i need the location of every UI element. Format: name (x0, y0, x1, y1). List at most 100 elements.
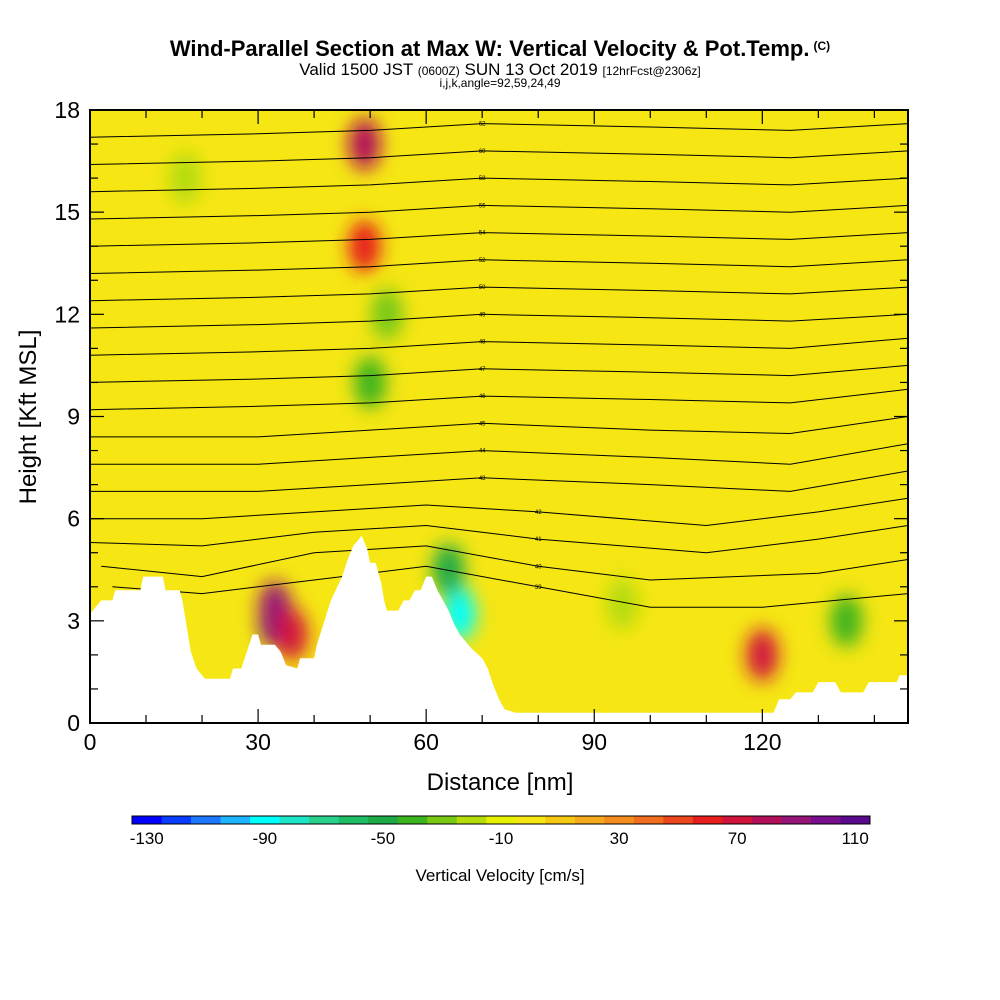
isentrope-line (90, 337, 908, 356)
colorbar-swatch (840, 816, 871, 824)
velocity-cell (348, 220, 381, 273)
colorbar-tick-label: -10 (489, 829, 514, 848)
isentrope-line (90, 177, 908, 193)
isentrope-label: 40 (535, 564, 542, 570)
y-tick-label: 0 (67, 710, 80, 736)
colorbar-swatch (250, 816, 281, 824)
colorbar-swatch (574, 816, 605, 824)
isentrope-label: 56 (479, 203, 486, 209)
isentrope-line (90, 286, 908, 302)
velocity-cell (370, 288, 403, 341)
colorbar-swatch (161, 816, 192, 824)
isentrope-line (90, 388, 908, 411)
x-tick-label: 60 (413, 729, 439, 755)
colorbar-tick-label: 110 (842, 829, 869, 848)
colorbar-swatch (722, 816, 753, 824)
copyright-mark: (C) (813, 39, 831, 53)
forecast-info: [12hrFcst@2306z] (602, 64, 701, 78)
chart-title-main: Wind-Parallel Section at Max W: Vertical… (169, 36, 810, 61)
isentrope-line (90, 497, 908, 527)
y-tick-label: 9 (67, 404, 80, 430)
isentrope-label: 42 (535, 510, 542, 516)
colorbar-label: Vertical Velocity [cm/s] (415, 866, 584, 885)
colorbar-tick-label: -90 (253, 829, 278, 848)
y-tick-label: 6 (67, 506, 80, 532)
velocity-cell (354, 356, 387, 409)
isentrope-label: 49 (479, 312, 486, 318)
velocity-field-background (90, 110, 908, 723)
colorbar-swatch (810, 816, 841, 824)
x-tick-label: 120 (743, 729, 781, 755)
colorbar-swatch (545, 816, 576, 824)
colorbar-swatch (397, 816, 428, 824)
colorbar-swatch (751, 816, 782, 824)
colorbar-swatch (368, 816, 399, 824)
colorbar-tick-label: 30 (610, 829, 629, 848)
colorbar-swatch (279, 816, 310, 824)
isentrope-line (90, 364, 908, 383)
y-axis-label: Height [Kft MSL] (15, 330, 42, 505)
colorbar-swatch (486, 816, 517, 824)
isentrope-line (90, 123, 908, 138)
colorbar-tick-label: 70 (728, 829, 747, 848)
isentrope-label: 60 (479, 149, 486, 155)
velocity-cell (275, 608, 308, 661)
colorbar-swatch (604, 816, 635, 824)
isentrope-line (90, 443, 908, 465)
isentrope-line (90, 313, 908, 329)
isentrope-label: 48 (479, 340, 486, 346)
isentrope-label: 52 (479, 258, 486, 264)
isentrope-label: 44 (479, 449, 486, 455)
terrain-mask (90, 535, 908, 723)
isentrope-label: 39 (535, 585, 542, 591)
isentrope-line (90, 232, 908, 247)
valid-time: Valid 1500 JST (299, 60, 413, 79)
isentrope-line (101, 545, 908, 581)
chart-subtitle: Valid 1500 JST (0600Z) SUN 13 Oct 2019 [… (0, 60, 1000, 80)
isentrope-label: 46 (479, 394, 486, 400)
isentrope-line (90, 259, 908, 274)
isentrope-label: 54 (479, 231, 486, 237)
isentrope-line (90, 470, 908, 492)
isentrope-line (90, 150, 908, 165)
y-tick-label: 15 (54, 199, 80, 225)
colorbar-swatch (338, 816, 369, 824)
isentrope-line (90, 524, 908, 554)
colorbar-tick-label: -50 (371, 829, 396, 848)
x-tick-label: 0 (84, 729, 97, 755)
colorbar-swatch (456, 816, 487, 824)
velocity-cell (169, 152, 202, 205)
velocity-cell (606, 577, 639, 630)
colorbar-swatch (220, 816, 251, 824)
isentrope-label: 43 (479, 476, 486, 482)
chart-title: Wind-Parallel Section at Max W: Vertical… (0, 36, 1000, 62)
isentrope-line (90, 416, 908, 438)
colorbar-swatch (692, 816, 723, 824)
colorbar-swatch (132, 816, 163, 824)
isentrope-label: 45 (479, 421, 486, 427)
colorbar-swatch (515, 816, 546, 824)
x-tick-label: 30 (245, 729, 271, 755)
colorbar-swatch (781, 816, 812, 824)
isentrope-label: 62 (479, 122, 486, 128)
velocity-cell (348, 118, 381, 171)
valid-utc: (0600Z) (417, 64, 460, 78)
isentrope-label: 47 (479, 367, 486, 373)
y-tick-label: 3 (67, 608, 80, 634)
velocity-cell (746, 628, 779, 681)
colorbar-swatch (309, 816, 340, 824)
isentrope-label: 50 (479, 285, 486, 291)
section-params: i,j,k,angle=92,59,24,49 (439, 76, 561, 90)
isentrope-label: 58 (479, 176, 486, 182)
isentrope-label: 41 (535, 537, 542, 543)
colorbar-swatch (427, 816, 458, 824)
x-tick-label: 90 (581, 729, 607, 755)
x-axis-label: Distance [nm] (427, 769, 574, 796)
colorbar-frame (131, 815, 871, 825)
colorbar-tick-label: -130 (130, 829, 164, 848)
valid-date: SUN 13 Oct 2019 (464, 60, 598, 79)
colorbar-swatch (191, 816, 222, 824)
velocity-cell (830, 594, 863, 647)
y-tick-label: 12 (54, 301, 80, 327)
